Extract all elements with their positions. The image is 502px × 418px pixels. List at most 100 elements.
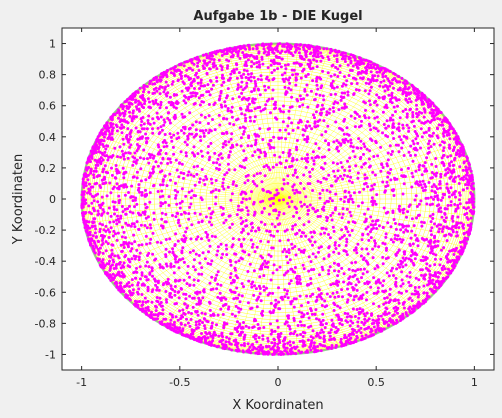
data-point: [329, 283, 333, 287]
data-point: [225, 253, 229, 257]
data-point: [155, 296, 159, 299]
data-point: [229, 263, 233, 267]
data-point: [328, 107, 332, 111]
data-point: [398, 116, 402, 120]
data-point: [346, 320, 349, 324]
data-point: [142, 122, 146, 126]
data-point: [353, 269, 357, 273]
data-point: [242, 130, 246, 133]
data-point: [186, 264, 190, 268]
data-point: [466, 223, 470, 227]
data-point: [326, 216, 330, 220]
data-point: [162, 123, 166, 127]
data-point: [379, 66, 383, 70]
data-point: [434, 280, 438, 284]
data-point: [203, 61, 207, 65]
data-point: [178, 201, 182, 205]
data-point: [250, 90, 254, 94]
data-point: [195, 292, 199, 296]
data-point: [159, 161, 163, 165]
data-point: [118, 262, 121, 266]
data-point: [225, 96, 228, 100]
data-point: [220, 83, 224, 87]
data-point: [311, 329, 315, 333]
data-point: [124, 293, 128, 297]
data-point: [110, 136, 114, 140]
data-point: [244, 197, 248, 201]
data-point: [121, 111, 125, 115]
data-point: [450, 193, 454, 197]
data-point: [175, 202, 179, 206]
data-point: [108, 268, 112, 272]
data-point: [408, 92, 412, 96]
data-point: [334, 326, 338, 329]
data-point: [391, 118, 395, 122]
data-point: [381, 166, 385, 169]
data-point: [173, 290, 177, 293]
data-point: [204, 128, 208, 132]
data-point: [229, 281, 233, 285]
data-point: [352, 341, 355, 344]
data-point: [360, 119, 363, 123]
data-point: [102, 139, 106, 143]
data-point: [326, 71, 330, 75]
data-point: [182, 278, 186, 282]
data-point: [300, 311, 304, 315]
data-point: [374, 79, 378, 83]
data-point: [230, 290, 234, 294]
data-point: [434, 245, 438, 249]
data-point: [337, 141, 341, 145]
data-point: [308, 345, 312, 349]
data-point: [315, 75, 319, 79]
data-point: [416, 182, 420, 186]
data-point: [98, 227, 102, 231]
data-point: [319, 51, 323, 55]
data-point: [165, 282, 169, 286]
data-point: [315, 83, 319, 87]
data-point: [424, 297, 428, 301]
data-point: [339, 318, 343, 321]
data-point: [140, 136, 144, 140]
data-point: [126, 127, 130, 131]
data-point: [124, 212, 128, 216]
data-point: [347, 74, 351, 77]
data-point: [84, 211, 88, 214]
data-point: [136, 147, 140, 150]
data-point: [179, 317, 183, 320]
data-point: [156, 102, 160, 106]
data-point: [334, 120, 338, 124]
data-point: [469, 216, 473, 220]
data-point: [286, 174, 290, 178]
data-point: [211, 189, 215, 193]
data-point: [128, 298, 132, 302]
data-point: [109, 265, 113, 268]
data-point: [148, 241, 152, 245]
data-point: [305, 294, 309, 298]
data-point: [97, 203, 101, 207]
data-point: [451, 149, 455, 153]
mesh-meridian: [277, 198, 359, 342]
data-point: [92, 146, 96, 150]
data-point: [328, 295, 332, 299]
data-point: [252, 345, 256, 349]
data-point: [169, 67, 173, 71]
data-point: [261, 337, 265, 341]
data-point: [312, 207, 316, 211]
data-point: [129, 135, 133, 139]
data-point: [84, 223, 88, 227]
data-point: [230, 312, 234, 316]
data-point: [285, 90, 289, 94]
data-point: [315, 65, 319, 69]
data-point: [257, 88, 261, 92]
data-point: [340, 84, 344, 88]
data-point: [106, 158, 110, 162]
data-point: [215, 323, 218, 327]
mesh-meridian: [277, 198, 386, 330]
data-point: [224, 104, 227, 108]
mesh-meridian: [154, 198, 279, 320]
data-point: [246, 270, 250, 273]
data-point: [369, 236, 373, 240]
data-point: [304, 234, 308, 238]
data-point: [318, 273, 321, 277]
data-point: [441, 276, 445, 280]
